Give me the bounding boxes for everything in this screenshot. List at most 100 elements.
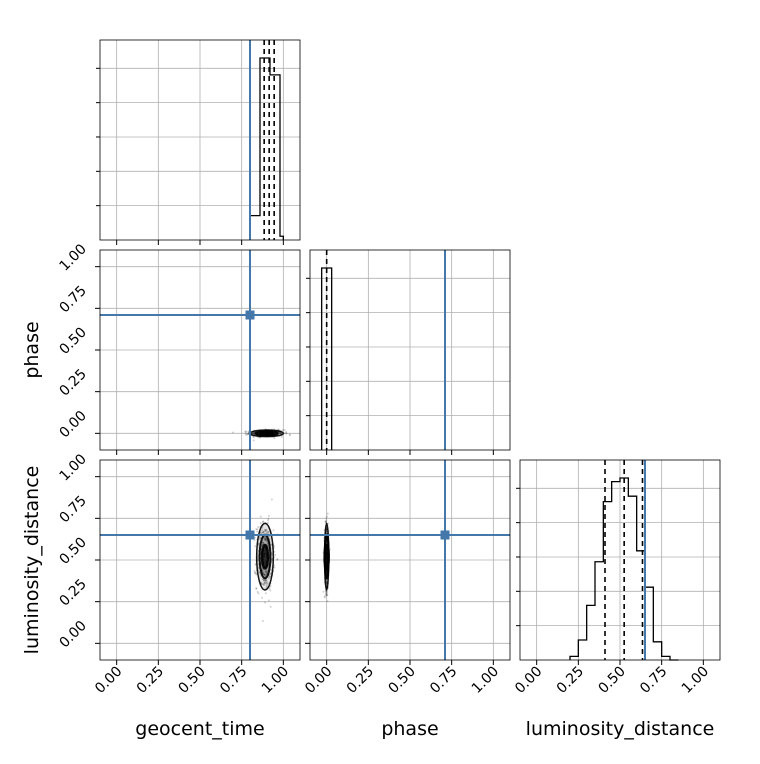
panel-geocent-time-vs-luminosity-distance-ytick-label-4: 1.00 — [56, 451, 89, 484]
panel-geocent-time-vs-phase-point — [288, 433, 291, 436]
panel-geocent-time-vs-luminosity-distance-point — [262, 531, 265, 534]
panel-geocent-time-vs-luminosity-distance-point — [257, 544, 260, 547]
panel-geocent-time-vs-phase-point — [285, 432, 288, 435]
panel-phase-vs-luminosity-distance-point — [325, 593, 328, 596]
panel-geocent-time-vs-luminosity-distance-point — [260, 531, 263, 534]
panel-geocent-time-vs-luminosity-distance-point — [258, 571, 261, 574]
panel-geocent-time-vs-phase-ytick-label-1: 0.25 — [56, 366, 89, 399]
panel-geocent-time-vs-luminosity-distance-point — [264, 538, 267, 541]
panel-geocent-time-vs-luminosity-distance-point — [257, 542, 260, 545]
hist-luminosity-distance-frame — [519, 459, 721, 661]
panel-geocent-time-vs-phase-point — [288, 434, 291, 437]
panel-geocent-time-vs-luminosity-distance-xtick-label-4: 1.00 — [259, 664, 292, 697]
panel-geocent-time-vs-phase-ytick-label-2: 0.50 — [56, 324, 89, 357]
panel-geocent-time-vs-phase-point — [232, 431, 235, 434]
panel-geocent-time-vs-luminosity-distance-point — [269, 584, 272, 587]
panel-geocent-time-vs-luminosity-distance-point — [262, 583, 265, 586]
panel-phase-vs-luminosity-distance-xtick-label-2: 0.50 — [385, 664, 418, 697]
panel-phase-vs-luminosity-distance: 0.00 0.25 0.50 0.75 1.00 — [302, 459, 511, 697]
panel-phase-vs-luminosity-distance-point — [326, 591, 329, 594]
panel-geocent-time-vs-luminosity-distance: 0.00 0.25 0.50 0.75 1.000.000.250.500.751.00 — [56, 451, 301, 697]
panel-geocent-time-vs-luminosity-distance-point — [261, 596, 264, 599]
panel-geocent-time-vs-luminosity-distance-point — [261, 541, 264, 544]
panel-geocent-time-vs-luminosity-distance-point — [267, 531, 270, 534]
panel-geocent-time-vs-luminosity-distance-point — [266, 570, 269, 573]
panel-geocent-time-vs-phase-point — [252, 436, 255, 439]
panel-geocent-time-vs-phase-truth-marker — [245, 310, 255, 320]
panel-geocent-time-vs-luminosity-distance-point — [263, 580, 266, 583]
panel-geocent-time-vs-luminosity-distance-point — [262, 520, 265, 523]
panel-geocent-time-vs-phase-contour-2 — [259, 430, 274, 437]
panel-geocent-time-vs-phase-point — [252, 439, 255, 442]
panel-phase-vs-luminosity-distance-point — [326, 600, 329, 603]
panel-geocent-time-vs-luminosity-distance-point — [264, 581, 267, 584]
panel-geocent-time-vs-luminosity-distance-point — [263, 579, 266, 582]
panel-geocent-time-vs-luminosity-distance-point — [263, 528, 266, 531]
panel-geocent-time-vs-luminosity-distance-point — [262, 541, 265, 544]
panel-geocent-time-vs-luminosity-distance-point — [258, 537, 261, 540]
panel-phase-vs-luminosity-distance-point — [322, 590, 325, 593]
panel-geocent-time-vs-luminosity-distance-point — [269, 589, 272, 592]
panel-geocent-time-vs-phase-point — [251, 432, 254, 435]
panel-geocent-time-vs-luminosity-distance-point — [265, 528, 268, 531]
panel-geocent-time-vs-luminosity-distance-point — [263, 537, 266, 540]
panel-geocent-time-vs-luminosity-distance-point — [268, 575, 271, 578]
hist-geocent-time — [96, 39, 301, 245]
panel-geocent-time-vs-phase-point — [273, 437, 276, 440]
hist-phase — [306, 249, 511, 455]
panel-phase-vs-luminosity-distance-xtick-label-0: 0.00 — [302, 664, 335, 697]
hist-geocent-time-frame — [99, 39, 301, 241]
panel-geocent-time-vs-luminosity-distance-point — [264, 530, 267, 533]
panel-geocent-time-vs-luminosity-distance-point — [259, 515, 262, 518]
panel-geocent-time-vs-phase-point — [283, 429, 286, 432]
panel-phase-vs-luminosity-distance-point — [325, 519, 328, 522]
panel-phase-vs-luminosity-distance-point — [325, 591, 328, 594]
panel-geocent-time-vs-luminosity-distance-contour-2 — [260, 543, 270, 570]
panel-geocent-time-vs-luminosity-distance-point — [255, 587, 258, 590]
panel-geocent-time-vs-luminosity-distance-point — [258, 535, 261, 538]
panel-geocent-time-vs-phase-point — [278, 432, 281, 435]
panel-geocent-time-vs-luminosity-distance-point — [268, 535, 271, 538]
panel-geocent-time-vs-luminosity-distance-point — [256, 590, 259, 593]
xlabel-phase: phase — [381, 718, 438, 740]
panel-geocent-time-vs-luminosity-distance-point — [263, 574, 266, 577]
panel-geocent-time-vs-luminosity-distance-ytick-label-0: 0.00 — [56, 618, 89, 651]
panel-geocent-time-vs-luminosity-distance-point — [264, 578, 267, 581]
panel-geocent-time-vs-luminosity-distance-truth-marker — [245, 530, 255, 540]
panel-geocent-time-vs-luminosity-distance-point — [263, 573, 266, 576]
panel-geocent-time-vs-phase-point — [245, 430, 248, 433]
panel-geocent-time-vs-luminosity-distance-ytick-label-3: 0.75 — [56, 493, 89, 526]
panel-geocent-time-vs-luminosity-distance-point — [265, 532, 268, 535]
panel-phase-vs-luminosity-distance-xtick-label-3: 0.75 — [427, 664, 460, 697]
panel-geocent-time-vs-luminosity-distance-point — [264, 592, 267, 595]
panel-geocent-time-vs-luminosity-distance-xtick-label-0: 0.00 — [92, 664, 125, 697]
panel-geocent-time-vs-phase-point — [279, 432, 282, 435]
panel-geocent-time-vs-phase-point — [253, 431, 256, 434]
xlabel-luminosity-distance: luminosity_distance — [526, 718, 715, 740]
panel-geocent-time-vs-luminosity-distance-point — [268, 587, 271, 590]
panel-phase-vs-luminosity-distance-point — [324, 520, 327, 523]
panel-geocent-time-vs-phase: 0.00 0.25 0.50 0.75 1.00 — [56, 241, 301, 455]
panel-geocent-time-vs-luminosity-distance-point — [261, 583, 264, 586]
hist-geocent-time-step — [249, 57, 284, 240]
panel-geocent-time-vs-luminosity-distance-point — [261, 578, 264, 581]
xlabel-geocent-time: geocent_time — [135, 718, 264, 740]
panel-phase-vs-luminosity-distance-point — [323, 595, 326, 598]
panel-geocent-time-vs-luminosity-distance-point — [259, 522, 262, 525]
panel-geocent-time-vs-luminosity-distance-point — [267, 519, 270, 522]
panel-geocent-time-vs-luminosity-distance-point — [264, 539, 267, 542]
hist-luminosity-distance-xtick-label-1: 0.25 — [554, 664, 587, 697]
panel-geocent-time-vs-luminosity-distance-point — [265, 571, 268, 574]
panel-phase-vs-luminosity-distance-point — [324, 521, 327, 524]
panel-geocent-time-vs-luminosity-distance-point — [265, 540, 268, 543]
panel-phase-vs-luminosity-distance-contour-2 — [323, 543, 330, 570]
panel-geocent-time-vs-phase-point — [253, 432, 256, 435]
panel-geocent-time-vs-phase-point — [284, 432, 287, 435]
panel-geocent-time-vs-luminosity-distance-point — [266, 521, 269, 524]
panel-phase-vs-luminosity-distance-point — [326, 594, 329, 597]
panel-geocent-time-vs-luminosity-distance-point — [267, 576, 270, 579]
panel-phase-vs-luminosity-distance-point — [325, 530, 328, 533]
panel-geocent-time-vs-phase-point — [279, 432, 282, 435]
panel-geocent-time-vs-luminosity-distance-point — [256, 530, 259, 533]
panel-geocent-time-vs-luminosity-distance-point — [264, 538, 267, 541]
